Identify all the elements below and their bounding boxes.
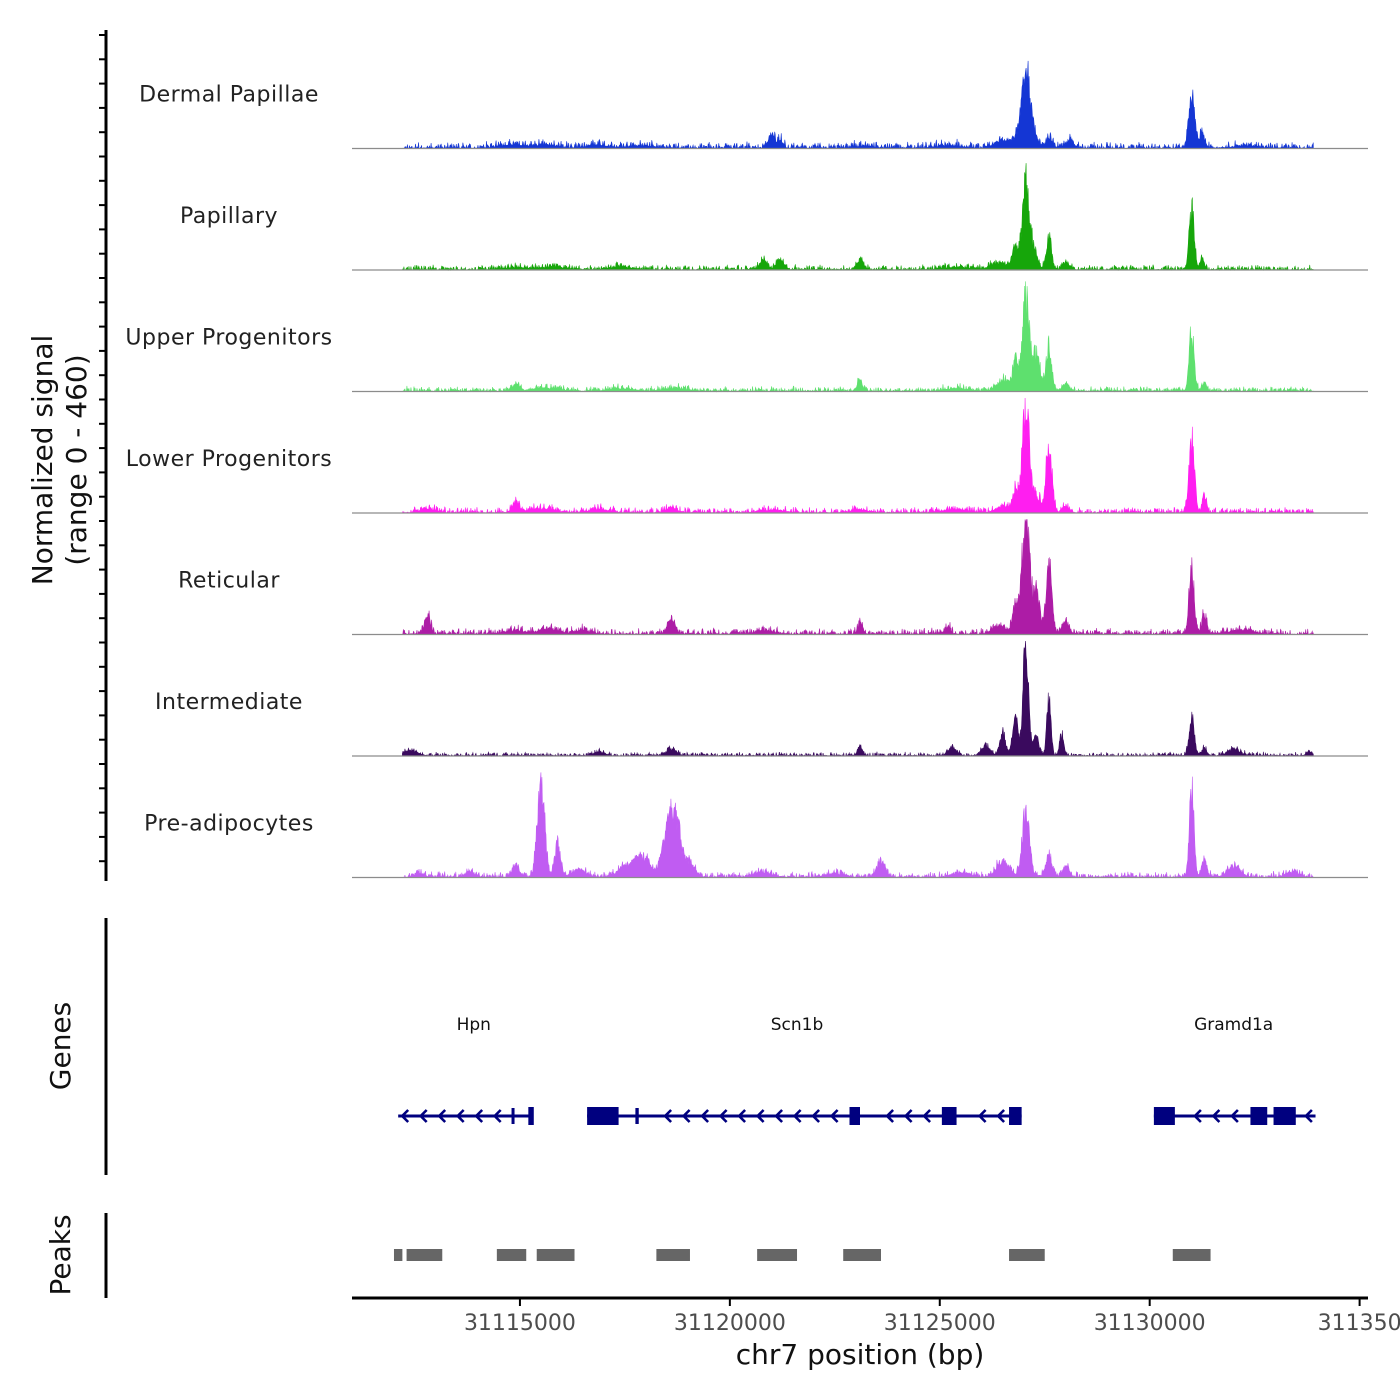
strand-arrow bbox=[1230, 1109, 1239, 1123]
track-lower-progenitors: Lower Progenitors bbox=[126, 397, 1368, 514]
peak-region bbox=[406, 1249, 443, 1261]
strand-arrow bbox=[977, 1109, 987, 1123]
peak-region bbox=[393, 1249, 403, 1261]
gene-gramd1a: Gramd1a bbox=[1153, 1015, 1316, 1125]
track-label: Upper Progenitors bbox=[125, 326, 332, 351]
strand-arrow bbox=[996, 1109, 1006, 1123]
track-reticular: Reticular bbox=[178, 519, 1368, 636]
genes-track-title-group: Genes bbox=[44, 1002, 77, 1090]
signal-area bbox=[402, 163, 1314, 272]
x-tick-label: 31120000 bbox=[674, 1311, 786, 1336]
track-upper-progenitors: Upper Progenitors bbox=[125, 281, 1368, 393]
strand-arrow bbox=[455, 1109, 465, 1123]
x-tick-label: 31125000 bbox=[884, 1311, 996, 1336]
gene-utr bbox=[511, 1108, 515, 1124]
y-axis-title-main: Normalized signal bbox=[26, 335, 59, 586]
peak-region bbox=[536, 1249, 575, 1261]
strand-arrow bbox=[700, 1109, 710, 1123]
x-tick-label: 31115000 bbox=[464, 1311, 576, 1336]
strand-arrow bbox=[437, 1109, 447, 1123]
signal-area bbox=[402, 640, 1314, 758]
gene-utr bbox=[635, 1108, 639, 1124]
gene-exon bbox=[587, 1107, 619, 1125]
track-label: Intermediate bbox=[155, 690, 303, 715]
strand-arrow bbox=[792, 1109, 802, 1123]
gene-label: Gramd1a bbox=[1194, 1015, 1273, 1035]
peak-region bbox=[1009, 1249, 1045, 1261]
gene-exon bbox=[941, 1107, 957, 1125]
track-intermediate: Intermediate bbox=[155, 640, 1368, 758]
signal-area bbox=[402, 772, 1314, 879]
track-pre-adipocytes: Pre-adipocytes bbox=[144, 772, 1368, 879]
gene-track: Hpn Scn1b Gramd1a bbox=[398, 1015, 1316, 1125]
strand-arrow bbox=[903, 1109, 913, 1123]
x-axis-ticks: 31115000 31120000 31125000 31130000 311350 bbox=[464, 1298, 1400, 1336]
signal-y-axis-ticks bbox=[99, 34, 106, 863]
genes-track-title: Genes bbox=[44, 1002, 77, 1090]
gene-exon bbox=[528, 1107, 534, 1125]
x-axis-title: chr7 position (bp) bbox=[736, 1338, 985, 1371]
gene-scn1b: Scn1b bbox=[587, 1015, 1022, 1125]
peak-region bbox=[843, 1249, 881, 1261]
peak-track bbox=[393, 1249, 1211, 1261]
gene-exon bbox=[1009, 1107, 1022, 1125]
gene-exon bbox=[1273, 1107, 1296, 1125]
strand-arrow bbox=[885, 1109, 895, 1123]
peak-region bbox=[496, 1249, 527, 1261]
gene-exon bbox=[1250, 1107, 1268, 1125]
signal-area bbox=[402, 519, 1314, 636]
strand-arrow bbox=[811, 1109, 821, 1123]
strand-arrow bbox=[774, 1109, 784, 1123]
track-label: Reticular bbox=[178, 569, 280, 594]
strand-arrow bbox=[492, 1109, 502, 1123]
track-papillary: Papillary bbox=[180, 163, 1368, 272]
strand-arrow bbox=[718, 1109, 728, 1123]
signal-area bbox=[402, 281, 1314, 393]
strand-arrow bbox=[1193, 1109, 1202, 1123]
strand-arrow bbox=[663, 1109, 673, 1123]
strand-arrow bbox=[755, 1109, 765, 1123]
strand-arrow bbox=[829, 1109, 839, 1123]
strand-arrow bbox=[737, 1109, 747, 1123]
track-label: Dermal Papillae bbox=[139, 83, 319, 108]
peak-region bbox=[1172, 1249, 1211, 1261]
signal-area bbox=[402, 397, 1314, 514]
gene-label: Scn1b bbox=[771, 1015, 824, 1035]
x-tick-label: 31130000 bbox=[1094, 1311, 1206, 1336]
signal-tracks: Dermal Papillae Papillary Upper Progenitor… bbox=[125, 60, 1368, 879]
peaks-track-title-group: Peaks bbox=[44, 1214, 77, 1295]
strand-arrow bbox=[474, 1109, 484, 1123]
gene-exon bbox=[849, 1107, 860, 1125]
gene-hpn: Hpn bbox=[398, 1015, 534, 1125]
strand-arrow bbox=[400, 1109, 410, 1123]
track-label: Papillary bbox=[180, 204, 278, 229]
y-axis-title-range: (range 0 - 460) bbox=[60, 354, 93, 565]
y-axis-title: Normalized signal (range 0 - 460) bbox=[26, 335, 93, 586]
strand-arrow bbox=[418, 1109, 428, 1123]
strand-arrow bbox=[1211, 1109, 1221, 1123]
track-dermal-papillae: Dermal Papillae bbox=[139, 60, 1368, 150]
track-label: Pre-adipocytes bbox=[144, 812, 314, 837]
gene-exon bbox=[1153, 1107, 1175, 1125]
peaks-track-title: Peaks bbox=[44, 1214, 77, 1295]
peak-region bbox=[656, 1249, 690, 1261]
strand-arrow bbox=[922, 1109, 932, 1123]
strand-arrow bbox=[681, 1109, 691, 1123]
track-label: Lower Progenitors bbox=[126, 447, 332, 472]
strand-arrow bbox=[1304, 1109, 1313, 1123]
gene-label: Hpn bbox=[457, 1015, 491, 1035]
x-tick-label: 311350 bbox=[1318, 1311, 1400, 1336]
peak-region bbox=[757, 1249, 798, 1261]
signal-area bbox=[402, 60, 1314, 150]
